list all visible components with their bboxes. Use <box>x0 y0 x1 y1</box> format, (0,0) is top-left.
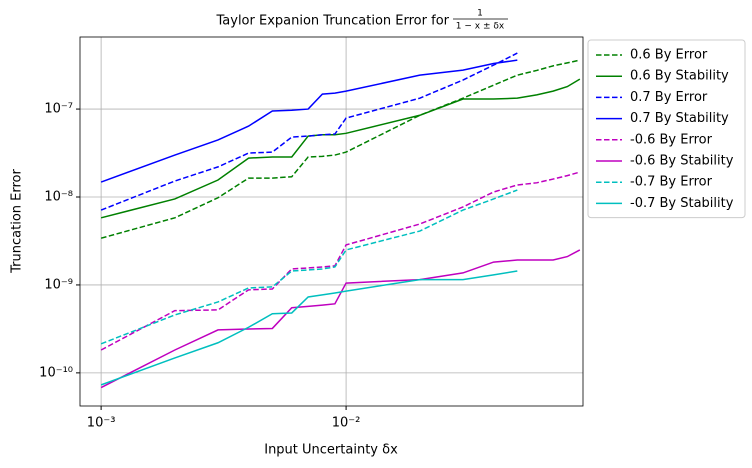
y-tick-label: 10⁻¹⁰ <box>39 365 73 380</box>
y-tick-label: 10⁻⁹ <box>44 277 73 292</box>
series-line <box>100 59 518 183</box>
title-numerator: 1 <box>477 9 483 19</box>
chart-title: Taylor Expanion Truncation Error for <box>216 14 450 29</box>
plot-frame <box>79 36 584 407</box>
series-line <box>100 171 581 351</box>
legend-label: 0.7 By Error <box>630 90 708 105</box>
legend-box <box>587 39 746 219</box>
series-line <box>100 59 581 239</box>
legend-label: -0.7 By Stability <box>630 196 734 211</box>
x-tick-label: 10⁻² <box>332 416 361 431</box>
legend-label: 0.6 By Error <box>630 48 708 63</box>
legend-label: 0.6 By Stability <box>630 69 729 84</box>
y-tick-label: 10⁻⁸ <box>44 190 73 205</box>
series-line <box>100 270 518 386</box>
legend-label: -0.6 By Stability <box>630 154 734 169</box>
y-tick-label: 10⁻⁷ <box>44 102 73 117</box>
y-axis-label: Truncation Error <box>10 169 25 274</box>
series-line <box>100 52 518 211</box>
x-tick-label: 10⁻³ <box>87 416 116 431</box>
legend-label: 0.7 By Stability <box>630 111 729 126</box>
series-line <box>100 78 581 219</box>
series-line <box>100 189 518 345</box>
x-axis-label: Input Uncertainty δx <box>264 443 398 458</box>
title-denominator: 1 − x ± δx <box>456 22 505 32</box>
legend-label: -0.6 By Error <box>630 132 713 147</box>
legend-label: -0.7 By Error <box>630 175 713 190</box>
